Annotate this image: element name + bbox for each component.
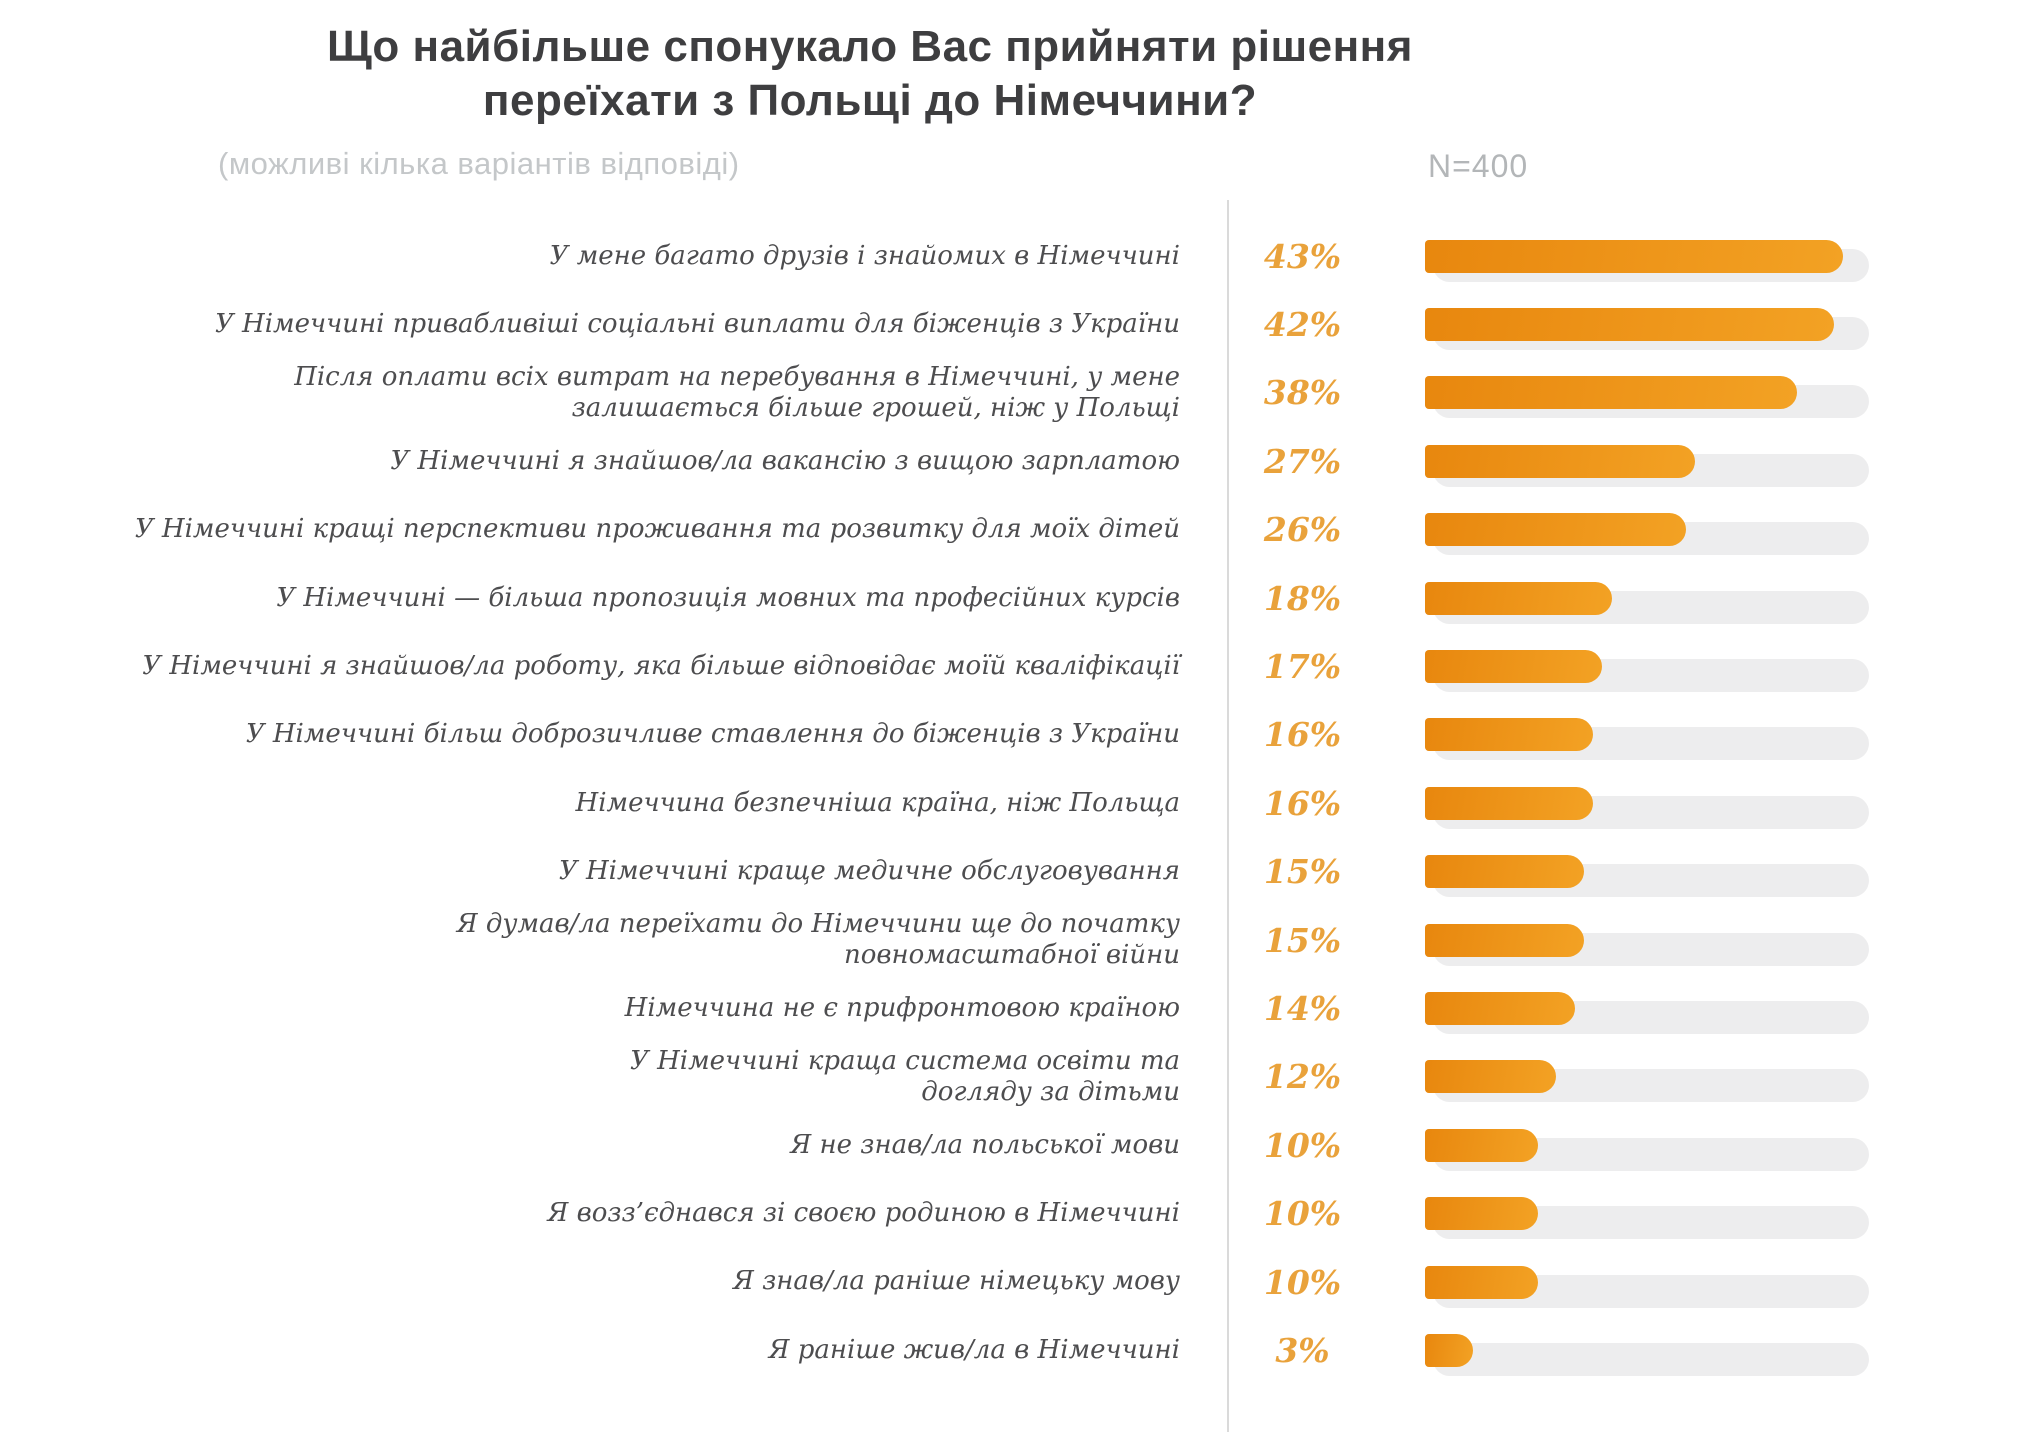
category-label: Після оплати всіх витрат на перебування … [294, 361, 1180, 423]
chart-row: У мене багато друзів і знайомих в Німечч… [0, 222, 2025, 290]
bar-fill [1425, 718, 1593, 752]
bar-fill [1425, 923, 1584, 957]
bar-fill [1425, 1060, 1556, 1094]
value-label: 18% [1263, 578, 1342, 618]
category-label: У Німеччині кращі перспективи проживання… [134, 514, 1180, 545]
bar-area [1425, 239, 2025, 282]
chart-row: У Німеччині — більша пропозиція мовних т… [0, 564, 2025, 632]
value-label: 12% [1263, 1057, 1342, 1097]
chart-row: Я думав/ла переїхати до Німеччини ще до … [0, 906, 2025, 974]
bar-area [1425, 991, 2025, 1034]
value-label: 42% [1263, 305, 1342, 345]
page-title-line-2: переїхати з Польщі до Німеччини? [482, 75, 1258, 125]
chart-row: У Німеччині більш доброзичливе ставлення… [0, 701, 2025, 769]
bar-fill [1425, 650, 1602, 684]
value-label: 27% [1263, 441, 1342, 481]
category-label: Німеччина не є прифронтовою країною [624, 992, 1180, 1023]
value-label: 14% [1263, 988, 1342, 1028]
bar-area [1425, 1333, 2025, 1376]
bar-area [1425, 513, 2025, 556]
category-label: Я думав/ла переїхати до Німеччини ще до … [456, 908, 1180, 971]
category-label: Німеччина безпечніша країна, ніж Польща [575, 787, 1180, 818]
chart-row: У Німеччині кращі перспективи проживання… [0, 496, 2025, 564]
value-label: 10% [1263, 1194, 1342, 1234]
bar-fill [1425, 1128, 1538, 1162]
chart-row: У Німеччині краще медичне обслуговування… [0, 838, 2025, 906]
bar-area [1425, 650, 2025, 693]
chart-row: Німеччина безпечніша країна, ніж Польща 1… [0, 769, 2025, 837]
category-label: Я возз’єднався зі своєю родиною в Німечч… [547, 1198, 1180, 1229]
bar-area [1425, 581, 2025, 624]
value-label: 10% [1263, 1262, 1342, 1302]
value-label: 3% [1275, 1330, 1330, 1370]
value-label: 16% [1263, 715, 1342, 755]
bar-area [1425, 718, 2025, 761]
bar-area [1425, 1197, 2025, 1240]
bar-area [1425, 444, 2025, 487]
bar-fill [1425, 1197, 1538, 1231]
chart-row: У Німеччині привабливіші соціальні випла… [0, 290, 2025, 358]
bar-fill [1425, 444, 1695, 478]
chart-row: Німеччина не є прифронтовою країною 14% [0, 974, 2025, 1042]
category-label: У Німеччині — більша пропозиція мовних т… [276, 582, 1180, 613]
bar-fill [1425, 855, 1584, 889]
bar-area [1425, 308, 2025, 351]
value-label: 16% [1263, 783, 1342, 823]
page-subtitle: (можливі кілька варіантів відповіді) [218, 146, 740, 181]
value-label: 10% [1263, 1125, 1342, 1165]
value-label: 15% [1263, 852, 1342, 892]
bar-track [1433, 1342, 1869, 1376]
bar-fill [1425, 239, 1843, 273]
category-label: Я не знав/ла польської мови [790, 1129, 1180, 1160]
value-label: 15% [1263, 920, 1342, 960]
bar-fill [1425, 513, 1686, 547]
chart-row: У Німеччині краща система освіти та догл… [0, 1043, 2025, 1111]
bar-area [1425, 923, 2025, 966]
bar-fill [1425, 1265, 1538, 1299]
chart-divider-line [1227, 200, 1229, 1432]
bar-fill [1425, 581, 1612, 615]
chart-row: Після оплати всіх витрат на перебування … [0, 359, 2025, 427]
value-label: 38% [1263, 373, 1342, 413]
chart-row: Я не знав/ла польської мови 10% [0, 1111, 2025, 1179]
value-label: 17% [1263, 647, 1342, 687]
chart-row: Я раніше жив/ла в Німеччині 3% [0, 1316, 2025, 1384]
bar-area [1425, 855, 2025, 898]
bar-fill [1425, 308, 1834, 342]
chart-row: У Німеччині я знайшов/ла вакансію з вищо… [0, 427, 2025, 495]
bar-fill [1425, 1333, 1473, 1367]
category-label: У Німеччині я знайшов/ла роботу, яка біл… [142, 650, 1180, 681]
category-label: У Німеччині привабливіші соціальні випла… [214, 308, 1180, 339]
bar-area [1425, 376, 2025, 419]
bar-fill [1425, 376, 1797, 410]
value-label: 43% [1263, 236, 1342, 276]
category-label: Я раніше жив/ла в Німеччині [768, 1334, 1180, 1365]
chart-row: Я возз’єднався зі своєю родиною в Німечч… [0, 1179, 2025, 1247]
chart-row: Я знав/ла раніше німецьку мову 10% [0, 1248, 2025, 1316]
bar-area [1425, 786, 2025, 829]
page-title-line-1: Що найбільше спонукало Вас прийняти ріше… [327, 22, 1413, 71]
value-label: 26% [1263, 510, 1342, 550]
category-label: У мене багато друзів і знайомих в Німечч… [549, 240, 1180, 271]
category-label: У Німеччині більш доброзичливе ставлення… [245, 719, 1180, 750]
chart-rows: У мене багато друзів і знайомих в Німечч… [0, 222, 2025, 1385]
category-label: У Німеччині я знайшов/ла вакансію з вищо… [390, 445, 1180, 476]
bar-area [1425, 1128, 2025, 1171]
category-label: У Німеччині краща система освіти та догл… [630, 1045, 1180, 1107]
category-label: У Німеччині краще медичне обслуговування [558, 856, 1180, 887]
sample-size-note: N=400 [1428, 148, 1529, 184]
page-title: Що найбільше спонукало Вас прийняти ріше… [170, 20, 1570, 127]
bar-area [1425, 1060, 2025, 1103]
bar-fill [1425, 991, 1575, 1025]
bar-fill [1425, 786, 1593, 820]
chart-row: У Німеччині я знайшов/ла роботу, яка біл… [0, 632, 2025, 700]
bar-area [1425, 1265, 2025, 1308]
category-label: Я знав/ла раніше німецьку мову [732, 1266, 1180, 1297]
